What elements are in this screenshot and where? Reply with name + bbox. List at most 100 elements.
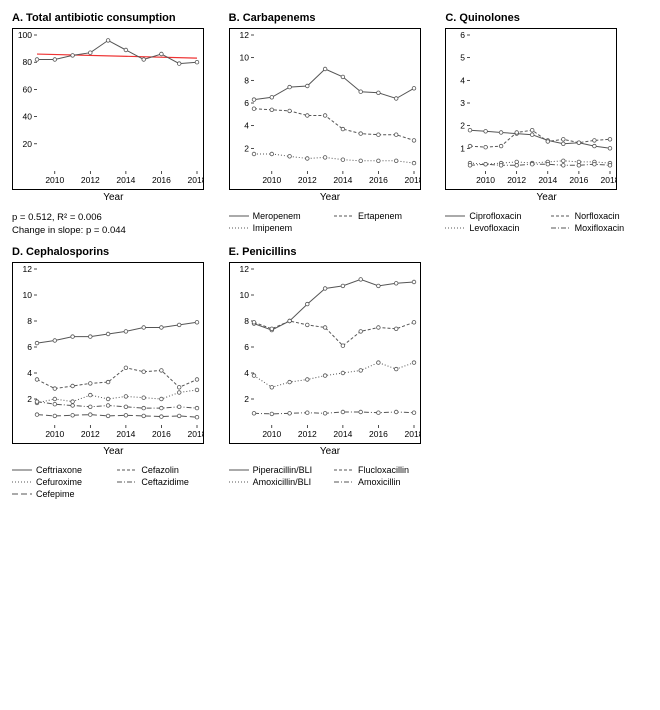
svg-text:4: 4 [244, 368, 249, 378]
legend-item: Piperacillin/BLI [229, 465, 326, 475]
x-axis-label-A: Year [12, 192, 215, 203]
legend-item: Cefepime [12, 489, 109, 499]
legend-C: Ciprofloxacin Norfloxacin Levofloxacin Moxi… [445, 211, 648, 233]
legend-label: Flucloxacillin [358, 465, 409, 475]
legend-D: Ceftriaxone Cefazolin Cefuroxime Ceftazidim… [12, 465, 215, 499]
chart-C: 12345620102012201420162018 [446, 29, 616, 189]
svg-text:2014: 2014 [333, 175, 352, 185]
svg-text:2012: 2012 [298, 175, 317, 185]
chart-box-C: 12345620102012201420162018 [445, 28, 617, 190]
x-axis-label-C: Year [445, 192, 648, 203]
svg-text:2010: 2010 [262, 175, 281, 185]
svg-text:8: 8 [244, 75, 249, 85]
legend-item: Imipenem [229, 223, 326, 233]
caption-A: p = 0.512, R² = 0.006Change in slope: p … [12, 211, 215, 238]
svg-text:60: 60 [23, 84, 33, 94]
svg-text:6: 6 [244, 98, 249, 108]
legend-item: Ceftazidime [117, 477, 214, 487]
svg-text:12: 12 [239, 30, 249, 40]
chart-E: 2468101220102012201420162018 [230, 263, 420, 443]
panel-title-C: C. Quinolones [445, 12, 648, 24]
svg-text:4: 4 [244, 121, 249, 131]
legend-label: Cefepime [36, 489, 75, 499]
panel-title-D: D. Cephalosporins [12, 246, 215, 258]
svg-text:2014: 2014 [539, 175, 558, 185]
svg-text:6: 6 [461, 30, 466, 40]
panel-title-E: E. Penicillins [229, 246, 432, 258]
chart-A: 2040608010020102012201420162018 [13, 29, 203, 189]
svg-text:2014: 2014 [333, 429, 352, 439]
legend-item: Ceftriaxone [12, 465, 109, 475]
chart-box-E: 2468101220102012201420162018 [229, 262, 421, 444]
legend-label: Cefuroxime [36, 477, 82, 487]
legend-label: Ceftriaxone [36, 465, 82, 475]
svg-text:2016: 2016 [369, 429, 388, 439]
svg-text:2016: 2016 [570, 175, 589, 185]
legend-item: Cefuroxime [12, 477, 109, 487]
legend-E: Piperacillin/BLI Flucloxacillin Amoxicilli… [229, 465, 432, 487]
svg-text:100: 100 [18, 30, 32, 40]
panel-title-A: A. Total antibiotic consumption [12, 12, 215, 24]
svg-text:2018: 2018 [188, 175, 203, 185]
chart-D: 2468101220102012201420162018 [13, 263, 203, 443]
legend-item: Levofloxacin [445, 223, 542, 233]
legend-label: Ceftazidime [141, 477, 189, 487]
legend-label: Moxifloxacin [575, 223, 625, 233]
svg-text:12: 12 [239, 264, 249, 274]
legend-item: Ciprofloxacin [445, 211, 542, 221]
x-axis-label-B: Year [229, 192, 432, 203]
legend-label: Cefazolin [141, 465, 179, 475]
chart-box-A: 2040608010020102012201420162018 [12, 28, 204, 190]
svg-text:8: 8 [27, 316, 32, 326]
legend-label: Piperacillin/BLI [253, 465, 313, 475]
svg-text:2: 2 [244, 143, 249, 153]
chart-box-B: 2468101220102012201420162018 [229, 28, 421, 190]
legend-label: Norfloxacin [575, 211, 620, 221]
svg-text:2: 2 [244, 394, 249, 404]
legend-label: Ertapenem [358, 211, 402, 221]
legend-label: Levofloxacin [469, 223, 519, 233]
x-axis-label-E: Year [229, 446, 432, 457]
svg-text:2: 2 [461, 121, 466, 131]
svg-text:2010: 2010 [45, 175, 64, 185]
panel-D: D. Cephalosporins24681012201020122014201… [12, 246, 215, 499]
legend-label: Amoxicillin [358, 477, 401, 487]
legend-label: Amoxicillin/BLI [253, 477, 312, 487]
legend-item: Norfloxacin [551, 211, 648, 221]
legend-B: Meropenem Ertapenem Imipenem [229, 211, 432, 233]
svg-text:4: 4 [27, 368, 32, 378]
legend-item: Meropenem [229, 211, 326, 221]
x-axis-label-D: Year [12, 446, 215, 457]
svg-text:6: 6 [27, 342, 32, 352]
legend-label: Ciprofloxacin [469, 211, 521, 221]
svg-text:2012: 2012 [81, 429, 100, 439]
svg-text:2014: 2014 [116, 429, 135, 439]
svg-text:2018: 2018 [404, 429, 419, 439]
legend-item: Ertapenem [334, 211, 431, 221]
chart-B: 2468101220102012201420162018 [230, 29, 420, 189]
legend-item: Amoxicillin [334, 477, 431, 487]
svg-text:5: 5 [461, 53, 466, 63]
svg-text:1: 1 [461, 143, 466, 153]
svg-text:2016: 2016 [152, 429, 171, 439]
legend-item: Flucloxacillin [334, 465, 431, 475]
svg-text:2018: 2018 [404, 175, 419, 185]
panel-E: E. Penicillins24681012201020122014201620… [229, 246, 432, 499]
chart-box-D: 2468101220102012201420162018 [12, 262, 204, 444]
svg-text:2012: 2012 [508, 175, 527, 185]
svg-text:10: 10 [239, 290, 249, 300]
legend-label: Meropenem [253, 211, 301, 221]
svg-text:2016: 2016 [369, 175, 388, 185]
svg-text:2012: 2012 [298, 429, 317, 439]
svg-text:40: 40 [23, 112, 33, 122]
svg-text:2010: 2010 [45, 429, 64, 439]
legend-item: Cefazolin [117, 465, 214, 475]
legend-item: Amoxicillin/BLI [229, 477, 326, 487]
svg-text:4: 4 [461, 75, 466, 85]
panel-C: C. Quinolones12345620102012201420162018Y… [445, 12, 648, 238]
svg-text:6: 6 [244, 342, 249, 352]
svg-text:2018: 2018 [601, 175, 616, 185]
panel-B: B. Carbapenems24681012201020122014201620… [229, 12, 432, 238]
svg-text:2010: 2010 [476, 175, 495, 185]
svg-text:2: 2 [27, 394, 32, 404]
